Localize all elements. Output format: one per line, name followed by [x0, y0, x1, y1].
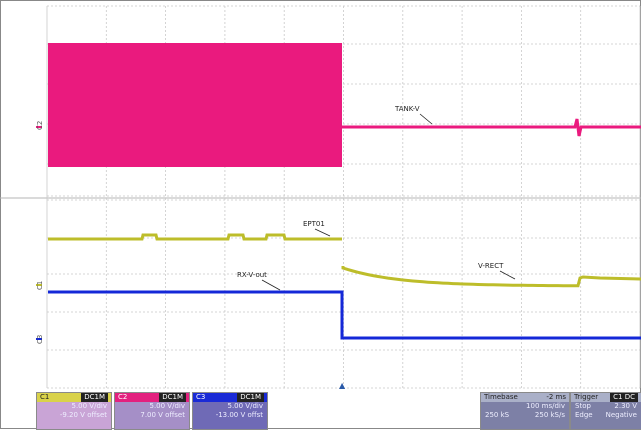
trigger-slope: Negative	[605, 411, 637, 419]
coupling-badge: DC1M	[237, 393, 264, 402]
channel-offset: 7.00 V offset	[140, 411, 185, 419]
channel-id: C2	[118, 393, 128, 401]
trigger-mode: Stop	[575, 402, 591, 410]
trace-label-ept01: EPT01	[303, 220, 325, 228]
channel-offset: -13.00 V offst	[215, 411, 263, 419]
trigger-position-marker[interactable]: ▲	[339, 381, 346, 390]
channel-panel-c2[interactable]: C2 DC1M 5.00 V/div 7.00 V offset	[114, 392, 190, 430]
channel-id: C3	[196, 393, 206, 401]
leader-rx-v-out	[261, 279, 281, 291]
trigger-source-badge: C1 DC	[610, 393, 638, 402]
trigger-title: Trigger	[574, 393, 599, 401]
c3-trace	[48, 290, 641, 340]
c2-trace-burst	[48, 43, 342, 167]
channel-id: C1	[40, 393, 50, 401]
c2-trace-steady	[342, 118, 641, 137]
trace-label-v-rect: V-RECT	[478, 262, 504, 270]
volts-per-div: 5.00 V/div	[227, 402, 264, 410]
coupling-badge: DC1M	[81, 393, 108, 402]
trigger-panel[interactable]: Trigger C1 DC Stop 2.30 V Edge Negative	[570, 392, 641, 430]
sample-rate: 250 kS/s	[534, 411, 565, 419]
time-per-div: 100 ms/div	[526, 402, 565, 410]
channel-panel-c3[interactable]: C3 DC1M 5.00 V/div -13.00 V offst	[192, 392, 268, 430]
leader-v-rect	[499, 270, 516, 280]
trace-label-rx-v-out: RX-V-out	[237, 271, 267, 279]
trace-label-tank-v: TANK-V	[395, 105, 420, 113]
timebase-panel[interactable]: Timebase -2 ms 100 ms/div 250 kS 250 kS/…	[480, 392, 570, 430]
channel-panel-c1[interactable]: C1 DC1M 5.00 V/div -9.20 V offset	[36, 392, 112, 430]
channel-offset: -9.20 V offset	[59, 411, 107, 419]
trigger-level: 2.30 V	[614, 402, 637, 410]
timebase-delay: -2 ms	[546, 393, 566, 401]
c1-trace-decay	[341, 266, 641, 288]
sample-count: 250 kS	[485, 411, 510, 419]
timebase-title: Timebase	[484, 393, 518, 401]
channel-label-c3: C3	[36, 334, 44, 344]
leader-tank-v	[419, 113, 433, 125]
leader-ept01	[314, 228, 331, 237]
volts-per-div: 5.00 V/div	[149, 402, 186, 410]
channel-label-c2: C2	[36, 120, 44, 130]
channel-label-c1: C1	[36, 280, 44, 290]
volts-per-div: 5.00 V/div	[71, 402, 108, 410]
c1-trace-before	[48, 233, 342, 241]
coupling-badge: DC1M	[159, 393, 186, 402]
trigger-type: Edge	[575, 411, 593, 419]
